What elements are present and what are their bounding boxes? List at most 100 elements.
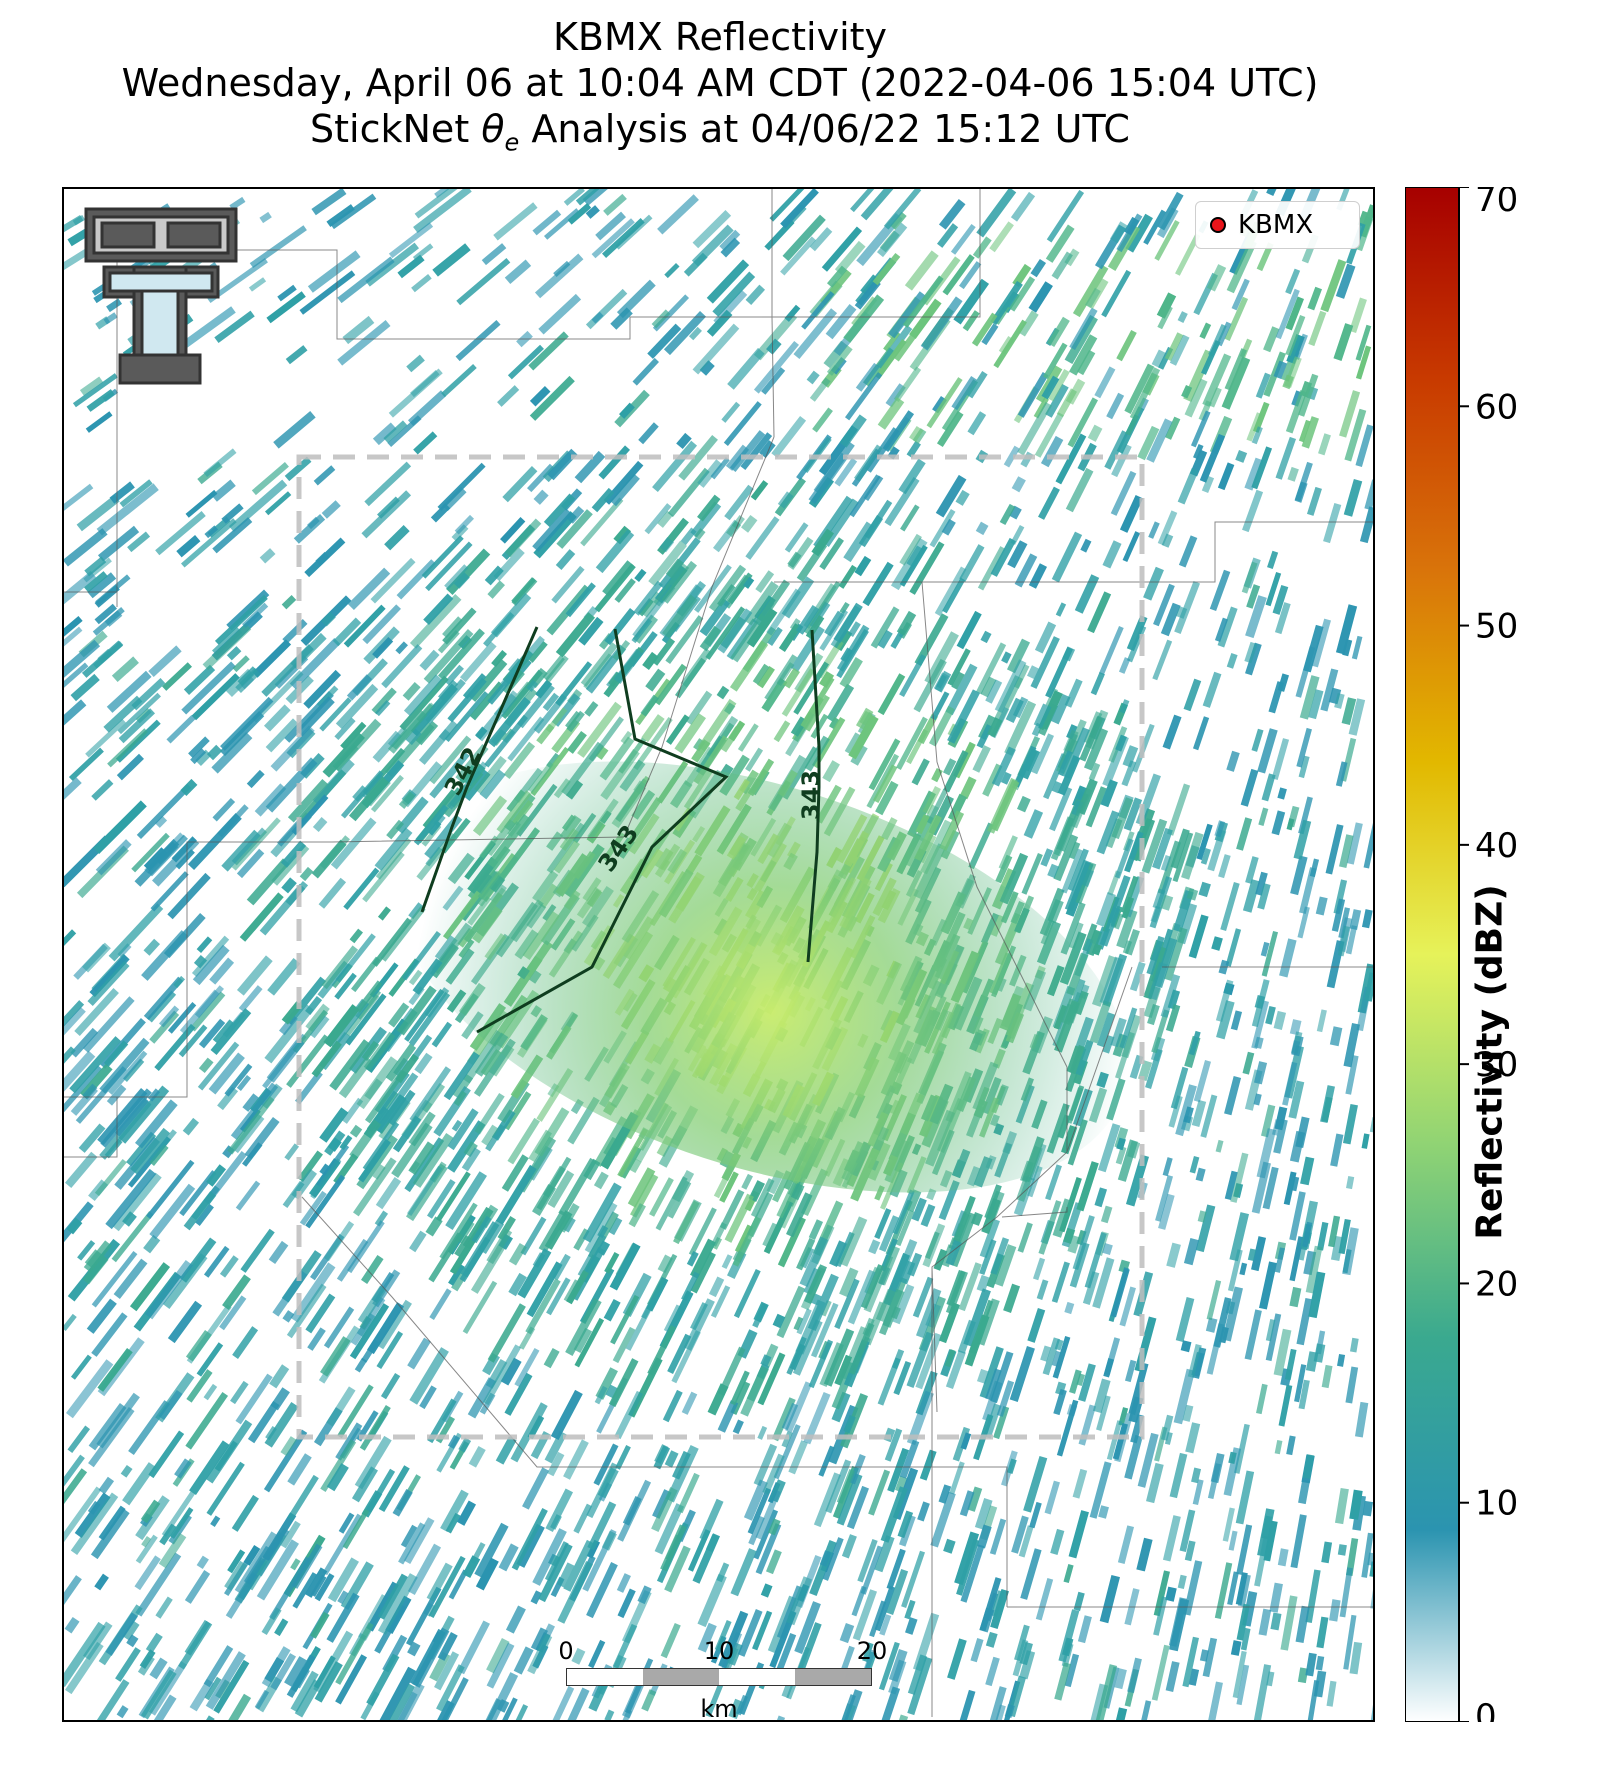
echo-gate (690, 1238, 716, 1279)
echo-gate (1187, 1344, 1202, 1378)
echo-gate (481, 1124, 499, 1146)
echo-gate (1116, 908, 1138, 949)
echo-gate (231, 1494, 259, 1532)
echo-gate (1318, 433, 1331, 456)
echo-gate (428, 1555, 466, 1619)
echo-gate (1106, 392, 1125, 420)
echo-gate (474, 1522, 509, 1578)
echo-gate (877, 397, 905, 430)
echo-gate (1012, 696, 1029, 719)
echo-gate (82, 996, 135, 1053)
echo-gate (1077, 1615, 1092, 1644)
echo-gate (513, 1646, 534, 1675)
echo-gate (235, 667, 261, 694)
echo-gate (1182, 1636, 1199, 1688)
echo-gate (949, 1461, 965, 1495)
echo-gate (254, 1689, 270, 1710)
echo-gate (82, 1254, 109, 1285)
echo-gate (989, 1518, 1007, 1555)
echo-gate (1208, 324, 1227, 357)
echo-gate (1164, 332, 1184, 362)
echo-gate (409, 1347, 449, 1405)
echo-gate (528, 331, 569, 371)
echo-gate (859, 710, 872, 726)
echo-gate (442, 616, 463, 639)
contour-343-b (806, 629, 821, 963)
echo-gate (1261, 773, 1276, 802)
echo-gate (769, 1610, 797, 1669)
radar-map[interactable]: 342 343 343 (62, 187, 1375, 1722)
echo-gate (1162, 714, 1182, 750)
echo-gate (264, 1401, 299, 1448)
echo-gate (376, 1299, 412, 1350)
echo-gate (392, 1115, 422, 1153)
echo-gate (1361, 909, 1373, 929)
echo-gate (1007, 540, 1028, 569)
echo-gate (311, 1040, 342, 1078)
echo-gate (491, 1109, 516, 1141)
echo-gate (883, 330, 901, 352)
echo-gate (349, 928, 364, 944)
echo-gate (507, 344, 544, 380)
echo-gate (678, 435, 718, 481)
echo-gate (1164, 1431, 1173, 1445)
echo-gate (550, 1389, 583, 1441)
echo-gate (1099, 906, 1121, 947)
echo-gate (143, 976, 184, 1021)
echo-gate (890, 1306, 901, 1320)
echo-gate (410, 1034, 433, 1063)
echo-gate (1019, 748, 1041, 780)
echo-gate (1242, 879, 1261, 913)
echo-gate (463, 1141, 478, 1158)
echo-gate (936, 410, 964, 448)
echo-gate (1253, 1093, 1262, 1106)
echo-gate (792, 1319, 823, 1376)
echo-gate (321, 945, 359, 990)
echo-gate (1328, 1215, 1341, 1248)
echo-gate (1297, 1667, 1309, 1684)
echo-gate (1269, 1582, 1283, 1613)
echo-gate (437, 628, 485, 681)
echo-gate (741, 514, 758, 533)
echo-gate (230, 1380, 249, 1405)
echo-gate (402, 682, 421, 701)
echo-gate (1291, 1176, 1300, 1192)
echo-gate (1110, 470, 1137, 516)
echo-gate (259, 548, 276, 564)
echo-gate (299, 1190, 327, 1226)
echo-gate (62, 699, 87, 735)
echo-gate (1121, 760, 1137, 787)
echo-gate (1326, 1680, 1337, 1707)
echo-gate (641, 714, 665, 743)
echo-gate (872, 252, 901, 286)
echo-gate (246, 769, 265, 789)
echo-gate (976, 1368, 990, 1384)
echo-gate (796, 1237, 816, 1271)
echo-gate (353, 1157, 397, 1217)
echo-gate (812, 407, 833, 433)
echo-gate (1062, 727, 1090, 779)
echo-gate (753, 1509, 779, 1560)
echo-gate (457, 1500, 477, 1526)
echo-gate (1261, 930, 1279, 977)
echo-gate (757, 1352, 786, 1406)
echo-gate (66, 1217, 83, 1235)
echo-gate (342, 1508, 370, 1550)
echo-gate (226, 646, 242, 661)
echo-gate (976, 187, 1017, 238)
echo-gate (337, 320, 391, 366)
echo-gate (818, 1445, 835, 1477)
echo-gate (91, 1251, 138, 1308)
echo-gate (1228, 1451, 1237, 1464)
echo-gate (407, 1543, 442, 1595)
echo-gate (1359, 506, 1375, 544)
echo-gate (595, 746, 609, 760)
echo-gate (1230, 1152, 1249, 1203)
colorbar-tick-label: 60 (1475, 387, 1518, 427)
echo-gate (1215, 979, 1234, 1022)
echo-gate (654, 1503, 685, 1555)
echo-gate (1301, 416, 1319, 449)
echo-gate (737, 723, 759, 752)
echo-gate (249, 225, 307, 269)
echo-gate (748, 1515, 765, 1546)
